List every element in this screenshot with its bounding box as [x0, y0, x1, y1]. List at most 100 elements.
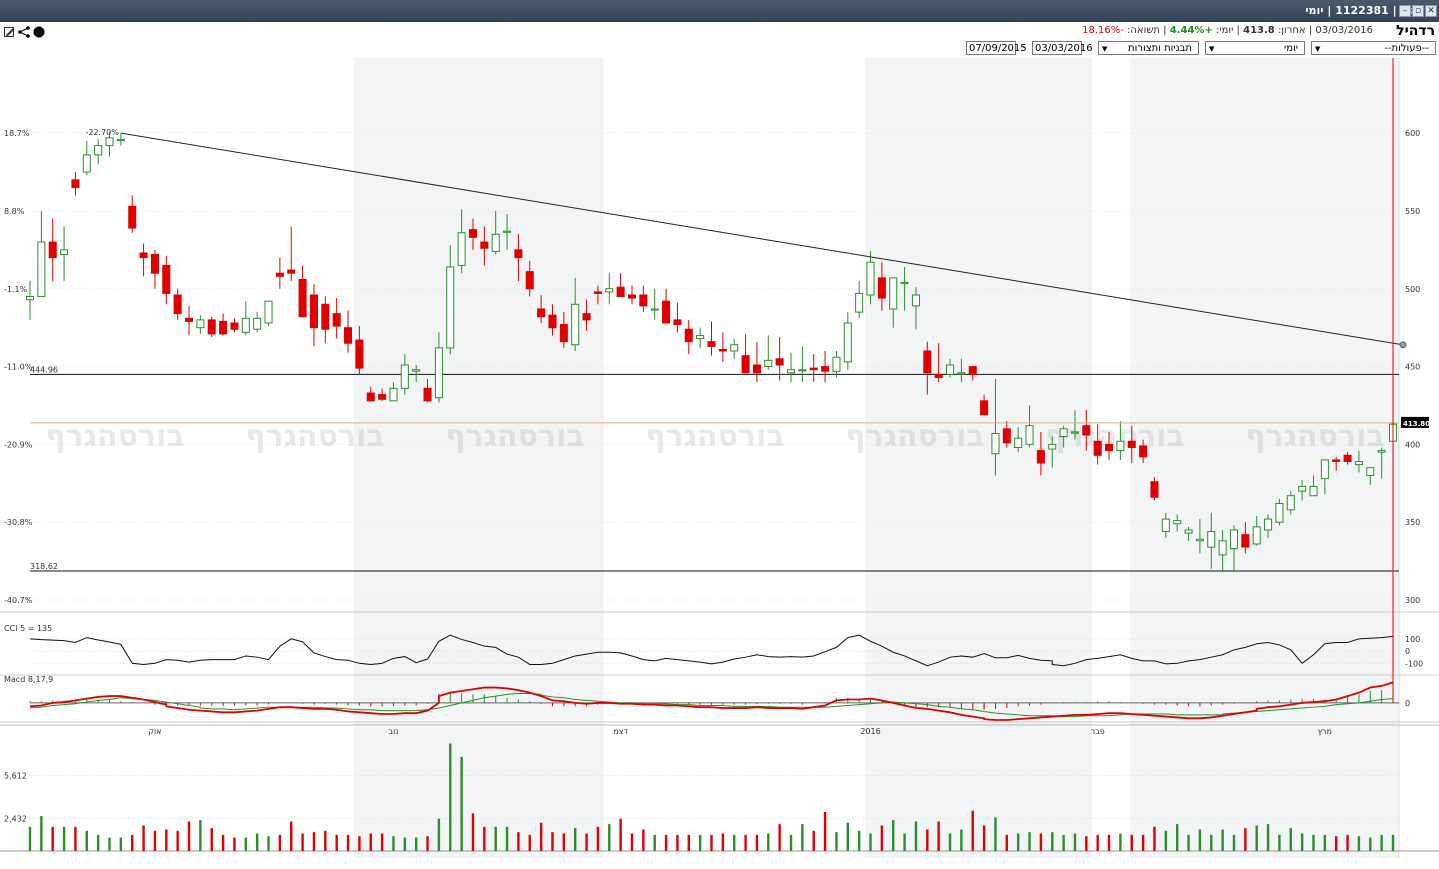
- candle[interactable]: [287, 226, 296, 281]
- candle[interactable]: [1036, 431, 1045, 476]
- candle[interactable]: [798, 346, 807, 383]
- candle[interactable]: [366, 386, 375, 402]
- candle[interactable]: [1229, 525, 1239, 572]
- share-icon[interactable]: [18, 26, 30, 38]
- candle[interactable]: [1082, 410, 1091, 451]
- candle[interactable]: [1264, 514, 1273, 538]
- candle[interactable]: [855, 280, 864, 319]
- candle[interactable]: [1002, 421, 1011, 448]
- candle[interactable]: [503, 214, 512, 250]
- candle[interactable]: [400, 354, 409, 395]
- candle[interactable]: [764, 335, 773, 370]
- candle[interactable]: [412, 365, 421, 383]
- candle[interactable]: [1173, 514, 1182, 532]
- candle[interactable]: [491, 210, 500, 255]
- candle[interactable]: [1139, 439, 1148, 464]
- close-button[interactable]: ✕: [1425, 5, 1437, 17]
- period-select[interactable]: ▼ יומי: [1205, 41, 1305, 55]
- trendline-handle[interactable]: [1399, 341, 1407, 349]
- candle[interactable]: [911, 287, 920, 330]
- candle[interactable]: [457, 209, 466, 274]
- candle[interactable]: [321, 296, 330, 344]
- candle[interactable]: [219, 313, 228, 336]
- restore-button[interactable]: ▫: [1412, 5, 1424, 17]
- candle[interactable]: [1320, 459, 1329, 495]
- dot-icon[interactable]: [33, 26, 45, 38]
- candle[interactable]: [344, 310, 353, 353]
- candle[interactable]: [1377, 447, 1386, 479]
- candle[interactable]: [537, 294, 546, 323]
- candle[interactable]: [775, 336, 784, 381]
- candle[interactable]: [446, 245, 455, 355]
- candle[interactable]: [866, 251, 875, 305]
- candle[interactable]: [71, 172, 80, 196]
- trendline[interactable]: [120, 132, 1404, 346]
- candle[interactable]: [150, 249, 159, 289]
- candle[interactable]: [832, 351, 841, 378]
- candle[interactable]: [1014, 427, 1023, 453]
- candle[interactable]: [162, 256, 171, 305]
- minimize-button[interactable]: –: [1399, 5, 1411, 17]
- candle[interactable]: [60, 226, 69, 281]
- date-to-input[interactable]: 03/03/2016: [1032, 41, 1093, 55]
- candle[interactable]: [571, 277, 580, 351]
- candle[interactable]: [1105, 431, 1114, 460]
- candle[interactable]: [48, 218, 57, 281]
- candle[interactable]: [1241, 522, 1250, 554]
- candle[interactable]: [707, 321, 716, 356]
- candle[interactable]: [1116, 421, 1125, 460]
- candle[interactable]: [957, 358, 966, 383]
- candle[interactable]: [877, 262, 886, 311]
- candle[interactable]: [355, 326, 364, 375]
- candle[interactable]: [1366, 467, 1375, 485]
- candle[interactable]: [116, 133, 125, 146]
- candle[interactable]: [639, 285, 648, 313]
- candle[interactable]: [309, 284, 318, 347]
- candle[interactable]: [605, 273, 614, 305]
- candle[interactable]: [1184, 526, 1193, 541]
- candle[interactable]: [241, 301, 250, 336]
- candle[interactable]: [821, 351, 830, 383]
- candle[interactable]: [900, 266, 909, 311]
- candle[interactable]: [934, 343, 943, 383]
- candle[interactable]: [1275, 498, 1284, 526]
- candle[interactable]: [752, 341, 761, 383]
- candle[interactable]: [1309, 475, 1318, 497]
- candle[interactable]: [378, 388, 387, 401]
- candle[interactable]: [332, 298, 341, 339]
- candle[interactable]: [616, 273, 625, 298]
- candle[interactable]: [82, 140, 91, 176]
- candle[interactable]: [389, 382, 398, 402]
- candle[interactable]: [718, 332, 727, 362]
- candle[interactable]: [423, 379, 432, 403]
- candle[interactable]: [730, 338, 739, 359]
- candle[interactable]: [468, 218, 477, 250]
- candle[interactable]: [196, 315, 205, 334]
- candle[interactable]: [684, 319, 693, 355]
- candle[interactable]: [1025, 405, 1034, 448]
- candle[interactable]: [298, 265, 307, 318]
- candle[interactable]: [264, 300, 273, 327]
- candle[interactable]: [809, 354, 818, 383]
- date-from-input[interactable]: 07/09/2015: [966, 41, 1027, 55]
- candle[interactable]: [673, 302, 682, 333]
- candle[interactable]: [991, 379, 1000, 476]
- candle[interactable]: [37, 210, 46, 298]
- edit-icon[interactable]: [4, 27, 15, 37]
- patterns-select[interactable]: ▼ תבניות ותצורות: [1098, 41, 1199, 55]
- candle[interactable]: [1207, 512, 1216, 569]
- candle[interactable]: [1150, 477, 1159, 501]
- candle[interactable]: [173, 288, 182, 320]
- candle[interactable]: [184, 305, 194, 336]
- candle[interactable]: [1048, 436, 1057, 468]
- candle[interactable]: [525, 260, 534, 297]
- candle[interactable]: [94, 139, 103, 165]
- candle[interactable]: [514, 234, 523, 281]
- candle[interactable]: [1218, 529, 1227, 572]
- candle[interactable]: [139, 243, 148, 277]
- candle[interactable]: [207, 316, 216, 337]
- candle[interactable]: [105, 131, 114, 157]
- candle[interactable]: [593, 285, 602, 305]
- candle[interactable]: [1354, 450, 1363, 473]
- candle[interactable]: [889, 277, 898, 328]
